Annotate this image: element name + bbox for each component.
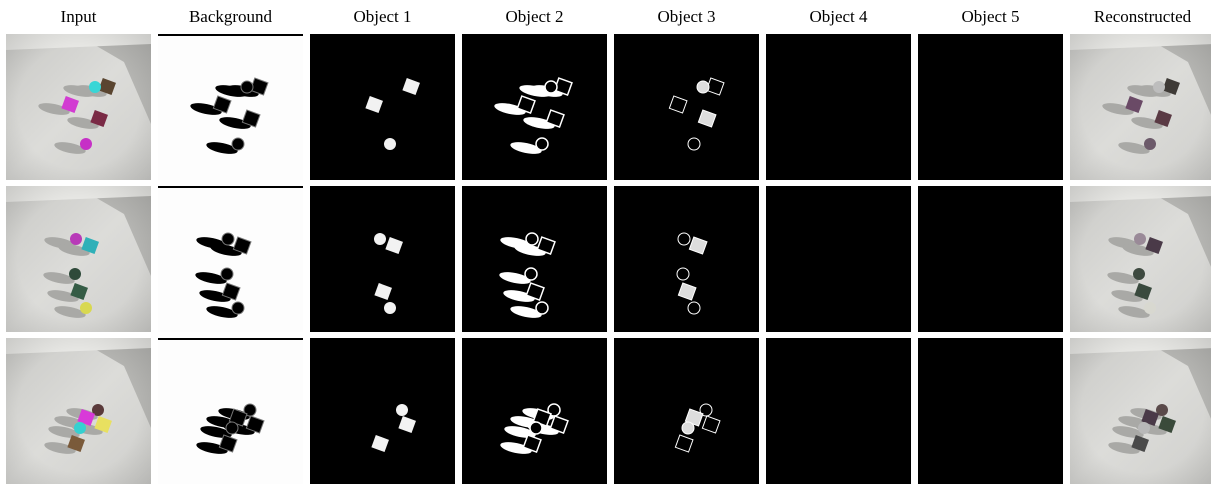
- column-header: Object 4: [809, 7, 868, 26]
- image-panel: [158, 34, 303, 180]
- object-mask: [614, 34, 759, 180]
- image-panel: [6, 34, 151, 180]
- image-panel: [1070, 186, 1211, 332]
- background-mask: [158, 34, 303, 180]
- object-pixel: [396, 404, 408, 416]
- image-panel: [918, 338, 1063, 484]
- image-panel: [614, 186, 759, 332]
- figure: Input Background Object 1 Object 2 Object 3 O…: [0, 0, 1211, 484]
- object-mask: [310, 338, 455, 484]
- object-pixel: [525, 268, 537, 280]
- image-panel: [614, 338, 759, 484]
- vignette: [6, 338, 151, 484]
- image-panel: [310, 186, 455, 332]
- object-pixel: [682, 422, 694, 434]
- vignette: [6, 34, 151, 180]
- image-panel: [462, 34, 607, 180]
- object-pixel: [688, 138, 700, 150]
- object-pixel: [536, 302, 548, 314]
- vignette: [6, 186, 151, 332]
- object-mask: [766, 338, 911, 484]
- object-pixel: [697, 81, 709, 93]
- object-mask: [310, 186, 455, 332]
- vignette: [1070, 338, 1211, 484]
- object-mask: [918, 338, 1063, 484]
- image-panel: [462, 338, 607, 484]
- column-header: Object 1: [353, 7, 411, 26]
- object-pixel: [374, 233, 386, 245]
- object-hole: [232, 302, 244, 314]
- object-mask: [766, 34, 911, 180]
- object-mask: [918, 34, 1063, 180]
- object-mask: [614, 186, 759, 332]
- column-header: Input: [61, 7, 97, 26]
- object-pixel: [678, 233, 690, 245]
- column-header: Reconstructed: [1094, 7, 1192, 26]
- image-panel: [158, 186, 303, 332]
- object-pixel: [384, 302, 396, 314]
- image-panel: [1070, 338, 1211, 484]
- object-pixel: [677, 268, 689, 280]
- object-pixel: [545, 81, 557, 93]
- image-panel: [614, 34, 759, 180]
- object-pixel: [536, 138, 548, 150]
- image-panel: [766, 186, 911, 332]
- image-panel: [6, 186, 151, 332]
- image-panel: [766, 338, 911, 484]
- object-hole: [221, 268, 233, 280]
- object-pixel: [526, 233, 538, 245]
- object-mask: [462, 34, 607, 180]
- column-header: Object 2: [505, 7, 563, 26]
- image-panel: [766, 34, 911, 180]
- image-panel: [310, 34, 455, 180]
- image-panel: [158, 338, 303, 484]
- object-mask: [614, 338, 759, 484]
- object-pixel: [688, 302, 700, 314]
- column-header: Background: [189, 7, 273, 26]
- column-header: Object 5: [961, 7, 1019, 26]
- object-pixel: [530, 422, 542, 434]
- image-panel: [918, 186, 1063, 332]
- vignette: [1070, 34, 1211, 180]
- vignette: [1070, 186, 1211, 332]
- image-panel: [462, 186, 607, 332]
- image-panel: [918, 34, 1063, 180]
- image-panel: [310, 338, 455, 484]
- object-pixel: [384, 138, 396, 150]
- object-mask: [766, 186, 911, 332]
- object-hole: [241, 81, 253, 93]
- object-mask: [310, 34, 455, 180]
- object-hole: [226, 422, 238, 434]
- object-hole: [222, 233, 234, 245]
- image-panel: [6, 338, 151, 484]
- image-panel: [1070, 34, 1211, 180]
- object-mask: [918, 186, 1063, 332]
- column-header: Object 3: [657, 7, 715, 26]
- object-hole: [232, 138, 244, 150]
